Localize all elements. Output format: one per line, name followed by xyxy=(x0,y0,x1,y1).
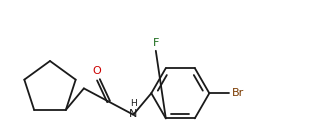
Text: F: F xyxy=(153,38,159,48)
Text: O: O xyxy=(92,66,101,76)
Text: Br: Br xyxy=(232,88,245,98)
Text: N: N xyxy=(129,109,137,119)
Text: H: H xyxy=(130,99,137,108)
